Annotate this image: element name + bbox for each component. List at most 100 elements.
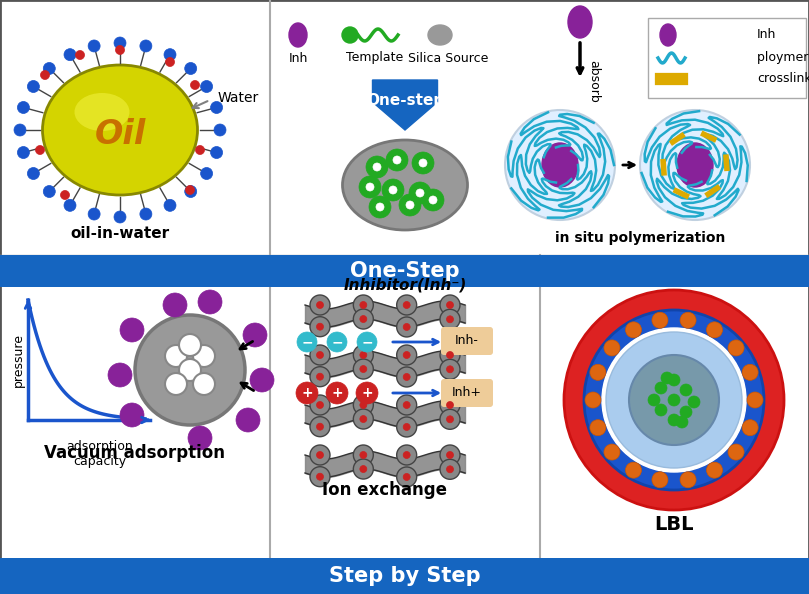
- Circle shape: [403, 324, 410, 330]
- Circle shape: [14, 124, 26, 136]
- Circle shape: [198, 290, 222, 314]
- Circle shape: [403, 352, 410, 359]
- FancyBboxPatch shape: [441, 327, 493, 355]
- Circle shape: [403, 451, 410, 459]
- Text: One-Step: One-Step: [349, 261, 460, 281]
- Text: Vacuum adsorption: Vacuum adsorption: [44, 444, 226, 462]
- Circle shape: [396, 367, 417, 387]
- Circle shape: [396, 395, 417, 415]
- Text: pressure: pressure: [11, 333, 24, 387]
- Circle shape: [409, 182, 431, 204]
- Circle shape: [668, 414, 680, 426]
- Circle shape: [652, 312, 668, 328]
- Circle shape: [640, 110, 750, 220]
- Circle shape: [214, 124, 226, 136]
- Circle shape: [604, 444, 620, 460]
- Text: crosslinker: crosslinker: [757, 72, 809, 86]
- Circle shape: [728, 444, 744, 460]
- Circle shape: [310, 445, 330, 465]
- Circle shape: [440, 359, 460, 380]
- Text: +: +: [361, 386, 373, 400]
- Circle shape: [360, 416, 366, 422]
- Circle shape: [354, 309, 373, 329]
- Circle shape: [210, 147, 222, 159]
- Circle shape: [356, 382, 378, 404]
- Circle shape: [419, 159, 427, 167]
- Circle shape: [165, 345, 187, 367]
- Circle shape: [742, 364, 758, 380]
- Circle shape: [440, 345, 460, 365]
- Circle shape: [140, 208, 152, 220]
- Circle shape: [747, 392, 763, 408]
- Circle shape: [18, 147, 29, 159]
- Circle shape: [36, 146, 44, 154]
- Circle shape: [440, 395, 460, 415]
- Text: oil-in-water: oil-in-water: [70, 226, 170, 241]
- Circle shape: [629, 355, 719, 445]
- Circle shape: [412, 152, 434, 174]
- Circle shape: [164, 49, 176, 61]
- Circle shape: [403, 473, 410, 481]
- Circle shape: [680, 384, 692, 396]
- Circle shape: [44, 62, 55, 74]
- Circle shape: [316, 402, 324, 409]
- Text: −: −: [331, 335, 343, 349]
- Circle shape: [18, 102, 29, 113]
- Circle shape: [188, 426, 212, 450]
- Circle shape: [396, 345, 417, 365]
- Text: Water: Water: [218, 91, 259, 105]
- Text: ploymer chain: ploymer chain: [757, 52, 809, 65]
- Circle shape: [447, 416, 454, 423]
- Circle shape: [316, 423, 324, 430]
- Circle shape: [310, 345, 330, 365]
- Ellipse shape: [43, 65, 197, 195]
- Circle shape: [243, 323, 267, 347]
- Circle shape: [196, 146, 205, 154]
- Circle shape: [447, 366, 454, 373]
- Text: Ion exchange: Ion exchange: [323, 481, 447, 499]
- Circle shape: [604, 340, 620, 356]
- Circle shape: [625, 322, 642, 338]
- Circle shape: [360, 315, 366, 323]
- Circle shape: [625, 462, 642, 478]
- Circle shape: [655, 382, 667, 394]
- Ellipse shape: [342, 140, 468, 230]
- Text: Inh: Inh: [288, 52, 307, 65]
- Circle shape: [505, 110, 615, 220]
- Circle shape: [316, 302, 324, 308]
- Circle shape: [179, 359, 201, 381]
- Ellipse shape: [428, 25, 452, 45]
- Ellipse shape: [568, 6, 592, 38]
- Circle shape: [416, 189, 424, 197]
- Text: Inhibitor(Inh⁻): Inhibitor(Inh⁻): [343, 277, 467, 292]
- Text: LBL: LBL: [654, 516, 694, 535]
- Circle shape: [396, 417, 417, 437]
- Text: Inh+: Inh+: [452, 387, 482, 400]
- Circle shape: [310, 317, 330, 337]
- Text: Step by Step: Step by Step: [328, 566, 481, 586]
- Circle shape: [360, 352, 366, 359]
- Circle shape: [447, 302, 454, 308]
- Circle shape: [396, 317, 417, 337]
- Ellipse shape: [289, 23, 307, 47]
- Circle shape: [742, 420, 758, 436]
- Circle shape: [296, 382, 318, 404]
- Circle shape: [342, 27, 358, 43]
- Circle shape: [354, 409, 373, 429]
- Circle shape: [447, 402, 454, 409]
- Ellipse shape: [677, 143, 713, 187]
- Circle shape: [389, 186, 397, 194]
- Circle shape: [184, 62, 197, 74]
- Circle shape: [360, 302, 366, 308]
- Circle shape: [190, 81, 200, 90]
- Circle shape: [590, 420, 606, 436]
- Circle shape: [75, 50, 84, 59]
- Circle shape: [316, 323, 324, 330]
- Circle shape: [250, 368, 274, 392]
- Circle shape: [440, 295, 460, 315]
- Circle shape: [406, 201, 414, 209]
- Circle shape: [373, 163, 381, 171]
- Circle shape: [140, 40, 152, 52]
- Circle shape: [396, 467, 417, 487]
- Circle shape: [179, 334, 201, 356]
